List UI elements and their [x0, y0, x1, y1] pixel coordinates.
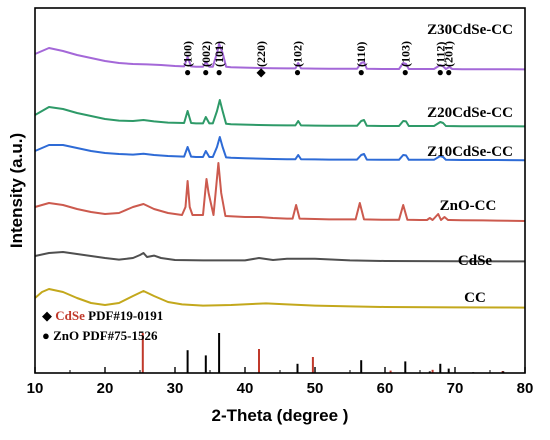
peak-label: (101)	[212, 41, 226, 67]
x-tick-label: 70	[447, 380, 464, 397]
peak-marker: ●	[437, 65, 444, 79]
x-tick-label: 40	[237, 380, 254, 397]
series-label-z10cdse-cc: Z10CdSe-CC	[427, 144, 513, 160]
series-line-cc	[34, 288, 526, 309]
peak-label: (220)	[254, 41, 268, 67]
peak-label: (103)	[398, 41, 412, 67]
x-tick-label: 60	[377, 380, 394, 397]
legend-name: CdSe	[55, 308, 88, 323]
y-axis-title: Intensity (a.u.)	[7, 133, 26, 248]
legend-marker: ◆	[42, 308, 55, 323]
series-label-z30cdse-cc: Z30CdSe-CC	[427, 22, 513, 38]
peak-label: (110)	[354, 42, 368, 67]
x-tick-label: 80	[517, 380, 534, 397]
x-axis-ticks: 10 20 30 40 50 60 70 80	[27, 367, 534, 397]
reference-legend-entry: ● ZnO PDF#75-1526	[42, 328, 158, 343]
series-label-zno-cc: ZnO-CC	[440, 198, 497, 214]
peak-label: (100)	[181, 41, 195, 67]
series-line-z10cdse-cc	[34, 136, 526, 162]
peak-marker: ●	[445, 65, 452, 79]
reference-sticks-layer	[141, 333, 505, 373]
series-label-cc: CC	[464, 290, 486, 306]
x-tick-label: 30	[167, 380, 184, 397]
series-line-z20cdse-cc	[34, 99, 526, 128]
x-axis-title: 2-Theta (degree )	[212, 406, 349, 425]
peak-marker: ◆	[256, 65, 266, 79]
peak-marker: ●	[402, 65, 409, 79]
legend-text: PDF#19-0191	[88, 308, 163, 323]
series-layer	[34, 43, 526, 309]
peak-marker: ●	[215, 65, 222, 79]
x-tick-label: 20	[97, 380, 114, 397]
peak-label: (102)	[291, 41, 305, 67]
peak-label: (002)	[199, 41, 213, 67]
series-label-z20cdse-cc: Z20CdSe-CC	[427, 105, 513, 121]
peak-marker: ●	[202, 65, 209, 79]
legend-marker: ●	[42, 328, 53, 343]
peak-label: (112)	[433, 42, 447, 67]
reference-legend-entry: ◆ CdSe PDF#19-0191	[42, 308, 163, 323]
peak-marker: ●	[294, 65, 301, 79]
peak-marker: ●	[358, 65, 365, 79]
peak-label: (201)	[442, 41, 456, 67]
series-line-z30cdse-cc	[34, 43, 526, 71]
legend-text: ZnO PDF#75-1526	[53, 328, 158, 343]
reference-legend: ◆ CdSe PDF#19-0191 ● ZnO PDF#75-1526	[42, 308, 163, 343]
series-label-cdse: CdSe	[458, 253, 493, 269]
series-line-cdse	[34, 251, 526, 263]
series-labels-layer: Z30CdSe-CC Z20CdSe-CC Z10CdSe-CC ZnO-CC CdSe…	[427, 22, 513, 306]
x-tick-label: 10	[27, 380, 44, 397]
peak-annotations-layer: ●(100)●(002)●(101)◆(220)●(102)●(110)●(10…	[181, 41, 456, 79]
series-line-zno-cc	[34, 162, 526, 222]
x-tick-label: 50	[307, 380, 324, 397]
peak-marker: ●	[184, 65, 191, 79]
